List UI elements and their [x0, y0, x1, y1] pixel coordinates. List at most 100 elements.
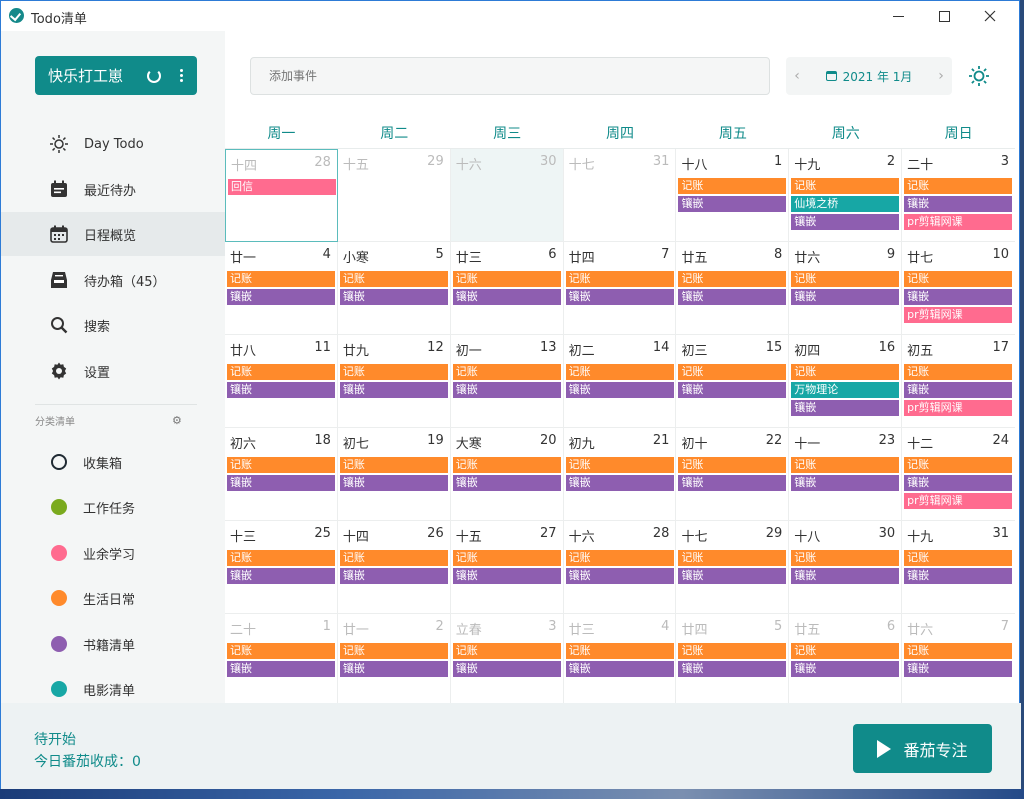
- event-chip[interactable]: 镶嵌: [678, 661, 787, 677]
- event-chip[interactable]: 万物理论: [791, 382, 900, 398]
- event-chip[interactable]: 仙境之桥: [791, 196, 900, 212]
- event-chip[interactable]: 记账: [904, 457, 1013, 473]
- calendar-day-cell[interactable]: 初二 14 记账 镶嵌: [563, 335, 677, 428]
- event-chip[interactable]: 记账: [452, 643, 561, 659]
- event-chip[interactable]: 镶嵌: [339, 289, 448, 305]
- event-chip[interactable]: 记账: [678, 643, 787, 659]
- calendar-day-cell[interactable]: 十六 30: [450, 149, 564, 242]
- event-chip[interactable]: 镶嵌: [452, 289, 561, 305]
- calendar-day-cell[interactable]: 十八 30 记账 镶嵌: [789, 521, 903, 614]
- event-chip[interactable]: 记账: [452, 271, 561, 287]
- event-chip[interactable]: 记账: [452, 550, 561, 566]
- event-chip[interactable]: 记账: [227, 457, 335, 473]
- event-chip[interactable]: 记账: [339, 643, 448, 659]
- category-work[interactable]: 工作任务: [1, 485, 225, 529]
- calendar-day-cell[interactable]: 廿五 8 记账 镶嵌: [676, 242, 790, 335]
- calendar-day-cell[interactable]: 初七 19 记账 镶嵌: [337, 428, 451, 521]
- event-chip[interactable]: 镶嵌: [452, 382, 561, 398]
- event-chip[interactable]: 镶嵌: [678, 196, 787, 212]
- event-chip[interactable]: 镶嵌: [678, 568, 787, 584]
- calendar-day-cell[interactable]: 初十 22 记账 镶嵌: [676, 428, 790, 521]
- event-chip[interactable]: 记账: [339, 364, 448, 380]
- event-chip[interactable]: 镶嵌: [904, 661, 1013, 677]
- calendar-day-cell[interactable]: 十四 26 记账 镶嵌: [337, 521, 451, 614]
- event-chip[interactable]: 镶嵌: [904, 568, 1013, 584]
- chevron-right-icon[interactable]: ›: [938, 68, 944, 84]
- calendar-day-cell[interactable]: 廿一 4 记账 镶嵌: [225, 242, 338, 335]
- calendar-day-cell[interactable]: 廿六 7 记账 镶嵌: [902, 614, 1016, 707]
- calendar-day-cell[interactable]: 十九 2 记账 仙境之桥 镶嵌: [789, 149, 903, 242]
- category-books[interactable]: 书籍清单: [1, 622, 225, 666]
- nav-day-todo[interactable]: Day Todo: [1, 122, 225, 166]
- event-chip[interactable]: 镶嵌: [452, 475, 561, 491]
- event-chip[interactable]: 记账: [678, 271, 787, 287]
- event-chip[interactable]: 镶嵌: [565, 289, 674, 305]
- minimize-button[interactable]: [875, 1, 921, 31]
- maximize-button[interactable]: [921, 1, 967, 31]
- calendar-day-cell[interactable]: 十三 25 记账 镶嵌: [225, 521, 338, 614]
- nav-recent[interactable]: 最近待办: [1, 167, 225, 211]
- calendar-day-cell[interactable]: 廿九 12 记账 镶嵌: [337, 335, 451, 428]
- theme-toggle-button[interactable]: [967, 64, 991, 88]
- calendar-day-cell[interactable]: 廿七 10 记账 镶嵌 pr剪辑网课: [902, 242, 1016, 335]
- category-daily-life[interactable]: 生活日常: [1, 576, 225, 620]
- event-chip[interactable]: 镶嵌: [227, 382, 335, 398]
- event-chip[interactable]: 镶嵌: [565, 382, 674, 398]
- calendar-day-cell[interactable]: 廿五 6 记账 镶嵌: [789, 614, 903, 707]
- calendar-day-cell[interactable]: 初五 17 记账 镶嵌 pr剪辑网课: [902, 335, 1016, 428]
- calendar-day-cell[interactable]: 二十 3 记账 镶嵌 pr剪辑网课: [902, 149, 1016, 242]
- calendar-day-cell[interactable]: 十五 29: [337, 149, 451, 242]
- event-chip[interactable]: 记账: [339, 550, 448, 566]
- event-chip[interactable]: 镶嵌: [339, 661, 448, 677]
- nav-search[interactable]: 搜索: [1, 303, 225, 347]
- event-chip[interactable]: pr剪辑网课: [904, 493, 1013, 509]
- event-chip[interactable]: 镶嵌: [339, 382, 448, 398]
- event-chip[interactable]: 记账: [227, 271, 335, 287]
- calendar-day-cell[interactable]: 廿三 6 记账 镶嵌: [450, 242, 564, 335]
- add-event-input[interactable]: [250, 57, 770, 95]
- calendar-day-cell[interactable]: 初六 18 记账 镶嵌: [225, 428, 338, 521]
- calendar-day-cell[interactable]: 廿三 4 记账 镶嵌: [563, 614, 677, 707]
- category-study[interactable]: 业余学习: [1, 531, 225, 575]
- start-focus-button[interactable]: 番茄专注: [853, 724, 992, 773]
- category-settings-icon[interactable]: ⚙: [172, 414, 182, 427]
- calendar-day-cell[interactable]: 十四 28 回信: [225, 149, 338, 242]
- calendar-day-cell[interactable]: 初一 13 记账 镶嵌: [450, 335, 564, 428]
- event-chip[interactable]: 镶嵌: [227, 475, 335, 491]
- nav-settings[interactable]: 设置: [1, 349, 225, 393]
- event-chip[interactable]: 镶嵌: [678, 382, 787, 398]
- event-chip[interactable]: 记账: [904, 271, 1013, 287]
- event-chip[interactable]: 记账: [227, 550, 335, 566]
- profile-button[interactable]: 快乐打工崽: [35, 56, 197, 95]
- calendar-day-cell[interactable]: 十一 23 记账 镶嵌: [789, 428, 903, 521]
- event-chip[interactable]: 记账: [339, 271, 448, 287]
- event-chip[interactable]: 记账: [565, 457, 674, 473]
- event-chip[interactable]: 回信: [228, 179, 336, 195]
- calendar-day-cell[interactable]: 廿一 2 记账 镶嵌: [337, 614, 451, 707]
- event-chip[interactable]: 记账: [904, 550, 1013, 566]
- calendar-day-cell[interactable]: 十五 27 记账 镶嵌: [450, 521, 564, 614]
- event-chip[interactable]: 镶嵌: [791, 400, 900, 416]
- event-chip[interactable]: 镶嵌: [791, 214, 900, 230]
- event-chip[interactable]: 镶嵌: [565, 568, 674, 584]
- event-chip[interactable]: 镶嵌: [227, 289, 335, 305]
- calendar-day-cell[interactable]: 立春 3 记账 镶嵌: [450, 614, 564, 707]
- event-chip[interactable]: 镶嵌: [339, 568, 448, 584]
- event-chip[interactable]: 记账: [678, 550, 787, 566]
- event-chip[interactable]: 记账: [678, 364, 787, 380]
- month-picker[interactable]: 2021 年 1月: [808, 68, 930, 85]
- event-chip[interactable]: pr剪辑网课: [904, 214, 1013, 230]
- event-chip[interactable]: 镶嵌: [678, 289, 787, 305]
- event-chip[interactable]: 镶嵌: [904, 196, 1013, 212]
- event-chip[interactable]: 记账: [565, 643, 674, 659]
- event-chip[interactable]: 镶嵌: [904, 382, 1013, 398]
- more-icon[interactable]: [173, 69, 189, 82]
- calendar-day-cell[interactable]: 十九 31 记账 镶嵌: [902, 521, 1016, 614]
- event-chip[interactable]: 记账: [227, 643, 335, 659]
- event-chip[interactable]: pr剪辑网课: [904, 400, 1013, 416]
- calendar-day-cell[interactable]: 小寒 5 记账 镶嵌: [337, 242, 451, 335]
- event-chip[interactable]: 记账: [565, 550, 674, 566]
- close-button[interactable]: [967, 1, 1013, 31]
- event-chip[interactable]: 记账: [678, 457, 787, 473]
- calendar-day-cell[interactable]: 廿四 7 记账 镶嵌: [563, 242, 677, 335]
